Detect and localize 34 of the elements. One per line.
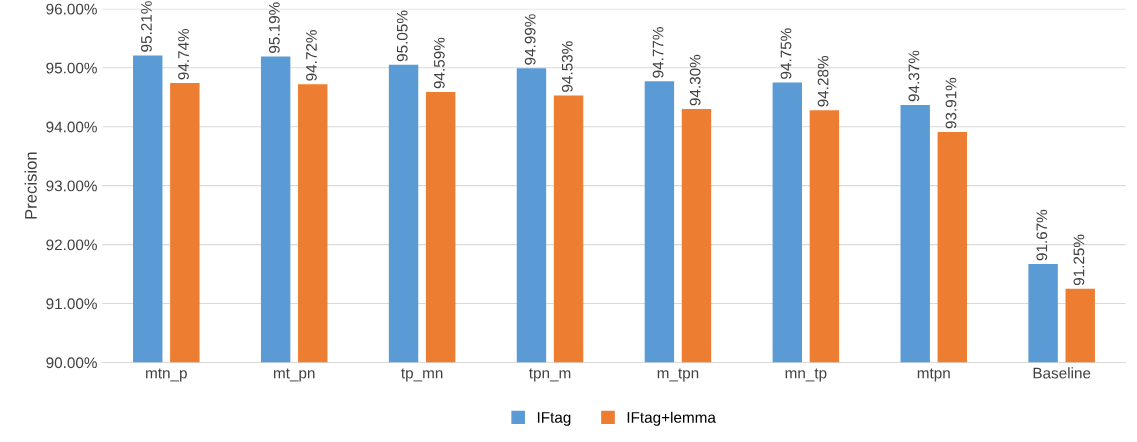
y-tick-label: 90.00% [46,357,97,369]
x-tick-label: mt_pn [273,368,315,382]
x-tick-label: m_tpn [657,368,699,382]
x-tick-label: mn_tp [785,368,827,382]
y-tick-label: 91.00% [46,298,97,310]
y-tick-label: 95.00% [46,62,97,74]
legend-label: IFtag [537,412,571,426]
data-label: 94.75% [780,28,792,79]
y-tick-label: 93.00% [46,180,97,192]
legend-label: IFtag+lemma [627,411,716,426]
y-tick-label: 92.00% [46,239,97,251]
x-tick-label: tpn_m [529,368,571,382]
y-tick-label: 96.00% [46,3,97,15]
data-label: 94.28% [817,55,829,107]
data-label: 94.77% [652,27,664,78]
data-label: 95.19% [268,2,280,53]
x-tick-label: mtn_p [146,368,187,382]
data-label: 94.74% [178,28,189,80]
data-label: 94.37% [908,50,920,102]
data-label: 94.72% [306,30,317,81]
data-label: 95.05% [396,10,408,62]
data-label: 91.67% [1036,209,1048,261]
data-label: 91.25% [1073,234,1085,286]
x-tick-label: Baseline [1033,367,1091,379]
x-tick-label: mtpn [917,368,950,382]
data-label: 94.53% [561,41,573,92]
y-tick-label: 94.00% [46,121,97,133]
data-label: 93.91% [945,77,957,129]
data-label: 95.21% [141,1,152,52]
x-tick-label: tp_mn [401,368,443,382]
data-label: 94.30% [689,54,701,106]
data-label: 94.99% [524,14,536,65]
data-label: 94.59% [433,37,445,89]
y-axis-title: Precision [24,152,37,219]
